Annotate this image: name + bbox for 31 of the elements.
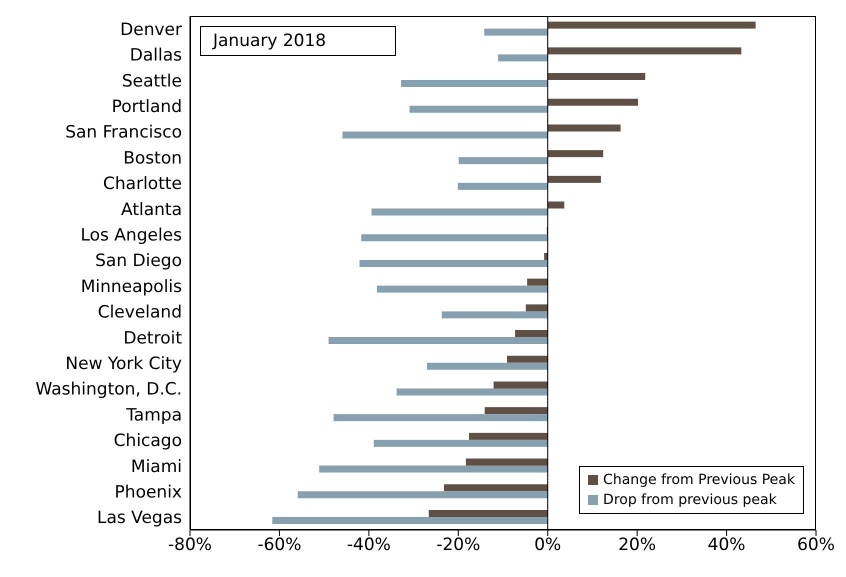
y-tick-label: Charlotte	[103, 174, 182, 194]
x-tick-label: -20%	[436, 535, 480, 556]
y-tick-label: Denver	[120, 20, 182, 40]
x-tick-label: 60%	[797, 535, 835, 556]
x-tick-label: -80%	[168, 535, 212, 556]
y-tick-label: Phoenix	[114, 482, 182, 502]
y-tick-label: Dallas	[130, 46, 182, 66]
y-tick-label: Los Angeles	[80, 225, 182, 246]
y-tick-label: Portland	[112, 96, 182, 117]
x-tick-label: -40%	[346, 535, 391, 556]
y-tick-label: Detroit	[123, 328, 182, 348]
y-tick-label: Cleveland	[98, 302, 182, 323]
y-tick-label: Tampa	[125, 405, 182, 426]
y-tick-label: Seattle	[122, 71, 182, 92]
legend-label: Drop from previous peak	[603, 491, 777, 510]
x-tick-label: 0%	[534, 535, 562, 556]
y-tick-label: Washington, D.C.	[36, 380, 182, 400]
y-tick-label: Boston	[123, 148, 182, 168]
y-tick-label: San Francisco	[65, 122, 182, 143]
y-tick-label: Minneapolis	[80, 276, 182, 297]
y-tick-label: Miami	[130, 456, 182, 477]
x-tick-label: 20%	[618, 535, 656, 556]
y-tick-label: Las Vegas	[97, 508, 182, 528]
y-tick-label: San Diego	[95, 251, 182, 272]
y-tick-label: New York City	[65, 354, 182, 374]
x-tick-label: -60%	[257, 535, 302, 556]
annotation: January 2018	[200, 26, 396, 56]
y-tick-label: Atlanta	[121, 200, 182, 220]
y-tick-label: Chicago	[114, 431, 182, 452]
x-tick-label: 40%	[708, 535, 746, 556]
legend-label: Change from Previous Peak	[603, 471, 795, 490]
